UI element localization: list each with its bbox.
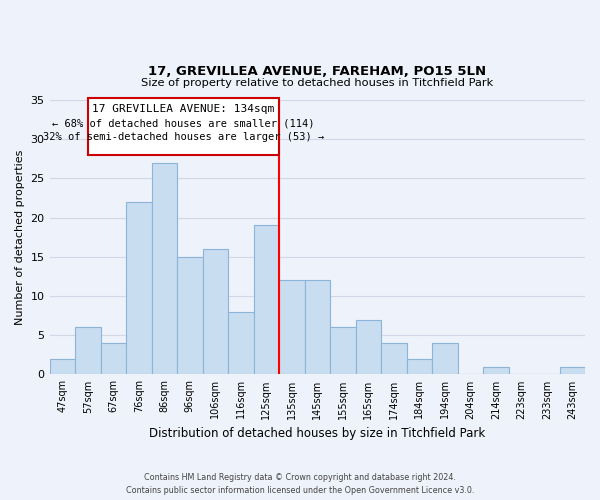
Title: 17, GREVILLEA AVENUE, FAREHAM, PO15 5LN: 17, GREVILLEA AVENUE, FAREHAM, PO15 5LN: [148, 65, 487, 78]
Text: Contains HM Land Registry data © Crown copyright and database right 2024.
Contai: Contains HM Land Registry data © Crown c…: [126, 474, 474, 495]
Bar: [126, 202, 152, 374]
Bar: [75, 328, 101, 374]
Bar: [483, 366, 509, 374]
Bar: [330, 328, 356, 374]
Bar: [50, 358, 75, 374]
Bar: [203, 249, 228, 374]
Bar: [101, 343, 126, 374]
FancyBboxPatch shape: [88, 98, 279, 155]
Bar: [560, 366, 585, 374]
Text: Size of property relative to detached houses in Titchfield Park: Size of property relative to detached ho…: [141, 78, 493, 88]
Text: ← 68% of detached houses are smaller (114): ← 68% of detached houses are smaller (11…: [52, 118, 314, 128]
Bar: [228, 312, 254, 374]
Bar: [432, 343, 458, 374]
Bar: [305, 280, 330, 374]
Bar: [407, 358, 432, 374]
Text: 32% of semi-detached houses are larger (53) →: 32% of semi-detached houses are larger (…: [43, 132, 324, 142]
Bar: [381, 343, 407, 374]
Bar: [356, 320, 381, 374]
X-axis label: Distribution of detached houses by size in Titchfield Park: Distribution of detached houses by size …: [149, 427, 485, 440]
Y-axis label: Number of detached properties: Number of detached properties: [15, 150, 25, 325]
Bar: [177, 257, 203, 374]
Bar: [152, 162, 177, 374]
Bar: [279, 280, 305, 374]
Bar: [254, 226, 279, 374]
Text: 17 GREVILLEA AVENUE: 134sqm: 17 GREVILLEA AVENUE: 134sqm: [92, 104, 275, 114]
